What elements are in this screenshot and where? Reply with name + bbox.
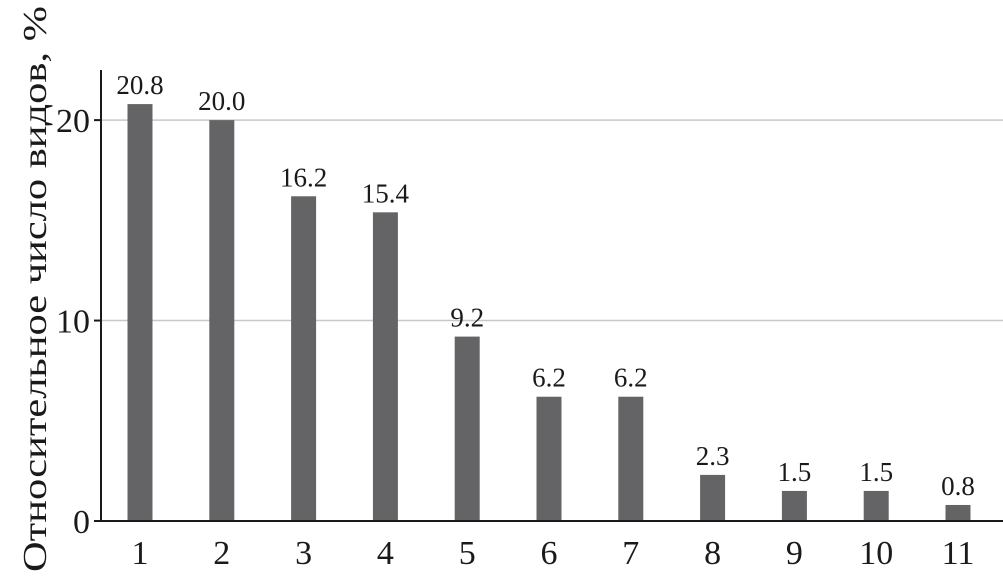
data-label: 1.5 (859, 457, 893, 487)
x-tick-label: 5 (459, 535, 476, 572)
x-tick-label: 3 (295, 535, 312, 572)
x-tick-label: 4 (377, 535, 394, 572)
axes (100, 70, 1003, 522)
bar (372, 212, 398, 521)
x-tick-label: 11 (942, 535, 975, 572)
y-tick-labels: 0 10 20 (56, 103, 101, 541)
y-axis-title: Относительное число видов, % (17, 6, 54, 572)
bar (127, 104, 153, 521)
data-label: 16.2 (280, 162, 327, 192)
y-tick-label: 10 (56, 304, 90, 341)
data-label: 20.8 (116, 70, 163, 100)
data-label: 9.2 (450, 303, 484, 333)
x-tick-label: 7 (622, 535, 639, 572)
data-label: 2.3 (696, 441, 730, 471)
data-label: 15.4 (362, 178, 410, 208)
data-label: 0.8 (941, 471, 975, 501)
data-label: 6.2 (532, 363, 566, 393)
y-tick-label: 0 (73, 504, 90, 541)
bar (781, 490, 807, 521)
bars (127, 104, 971, 521)
x-tick-label: 2 (213, 535, 230, 572)
bar (863, 490, 889, 521)
bar (700, 474, 726, 521)
data-label: 6.2 (614, 363, 648, 393)
x-tick-label: 6 (541, 535, 558, 572)
bar (454, 336, 480, 521)
x-tick-label: 8 (704, 535, 721, 572)
bar (945, 504, 971, 521)
bar (291, 196, 317, 521)
x-tick-labels: 1 2 3 4 5 6 7 8 9 10 11 (132, 535, 975, 572)
data-labels: 20.8 20.0 16.2 15.4 9.2 6.2 6.2 2.3 1.5 1.5 0.8 (116, 70, 975, 501)
y-tick-label: 20 (56, 103, 90, 140)
data-label: 1.5 (778, 457, 812, 487)
x-tick-label: 1 (132, 535, 149, 572)
bar (618, 396, 644, 521)
bar (209, 120, 235, 521)
x-tick-label: 10 (859, 535, 893, 572)
data-label: 20.0 (198, 86, 245, 116)
bar (536, 396, 562, 521)
x-tick-label: 9 (786, 535, 803, 572)
gridlines (101, 119, 1003, 322)
